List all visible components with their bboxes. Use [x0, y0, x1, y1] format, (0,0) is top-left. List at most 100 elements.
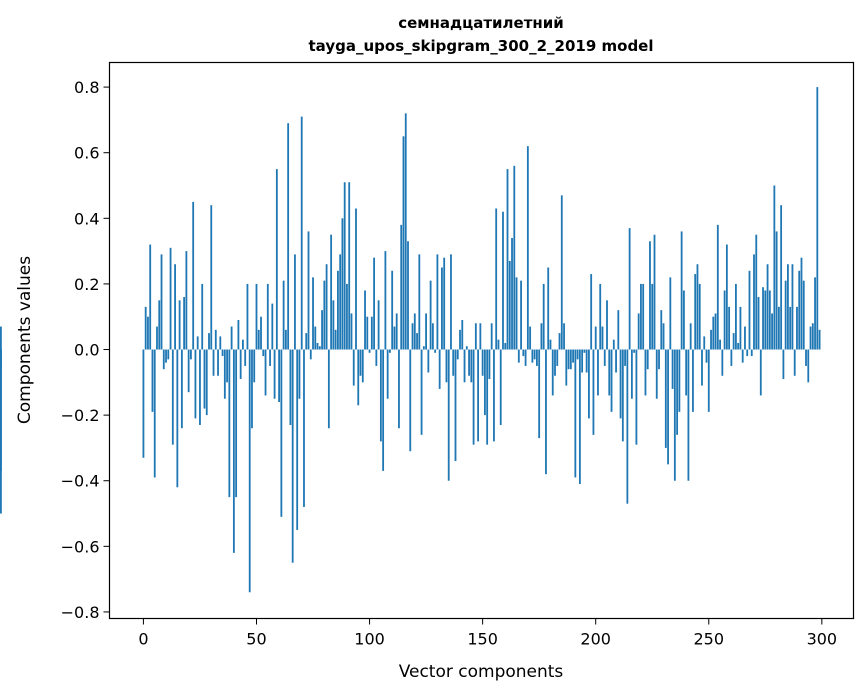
- bar: [266, 283, 269, 350]
- bar: [235, 349, 238, 498]
- bar: [289, 349, 292, 425]
- bar: [221, 349, 224, 357]
- bar: [615, 349, 617, 373]
- bar: [533, 349, 536, 360]
- bar: [196, 336, 199, 350]
- bar: [350, 313, 353, 350]
- bar: [531, 349, 534, 363]
- bar: [474, 323, 477, 350]
- bar: [203, 349, 206, 409]
- bar: [703, 336, 706, 350]
- bar: [599, 283, 602, 350]
- bar: [418, 254, 421, 350]
- bar: [194, 349, 197, 419]
- y-tick-label: −0.6: [61, 537, 100, 556]
- bar: [246, 283, 249, 350]
- bar: [529, 326, 532, 350]
- bar: [506, 169, 509, 350]
- bar: [522, 349, 525, 357]
- bar: [590, 274, 593, 350]
- bar: [603, 349, 606, 366]
- bar: [671, 349, 674, 389]
- bar: [214, 329, 217, 350]
- bar: [187, 349, 190, 393]
- bar: [732, 333, 735, 350]
- x-tick-label: 250: [693, 630, 724, 649]
- bar: [273, 349, 276, 399]
- bar: [667, 349, 669, 465]
- bar: [517, 349, 520, 363]
- bar: [664, 349, 667, 448]
- bar: [411, 323, 414, 350]
- bar: [232, 349, 235, 553]
- bar: [630, 349, 633, 399]
- bar: [730, 349, 733, 366]
- bar: [646, 349, 649, 370]
- bar: [158, 300, 161, 350]
- bar: [748, 270, 751, 350]
- bar: [368, 349, 371, 353]
- bar: [597, 349, 599, 396]
- bar: [239, 349, 242, 380]
- bar: [278, 349, 281, 402]
- bar: [649, 241, 651, 350]
- bar: [0, 326, 2, 350]
- bar: [739, 306, 742, 350]
- bar: [610, 349, 613, 412]
- bar: [633, 349, 636, 353]
- x-tick-label: 300: [807, 630, 838, 649]
- bar: [502, 211, 504, 350]
- bar: [569, 349, 572, 370]
- bar: [208, 333, 210, 350]
- bar: [563, 323, 565, 350]
- bar: [662, 323, 665, 350]
- bar: [280, 349, 283, 517]
- bar: [217, 349, 219, 376]
- bar: [316, 342, 319, 350]
- bar: [223, 349, 226, 399]
- bar: [470, 349, 473, 383]
- bar: [269, 349, 271, 366]
- bar: [275, 169, 278, 350]
- bar: [499, 349, 502, 425]
- bar: [425, 313, 427, 350]
- bar: [554, 349, 556, 376]
- bar: [678, 349, 681, 412]
- x-axis-label: Vector components: [399, 662, 564, 682]
- bar: [393, 326, 396, 350]
- bar: [382, 349, 385, 471]
- bar: [658, 349, 660, 370]
- x-axis-ticks: 0 50 100 150 200 250 300: [138, 618, 838, 649]
- bar: [796, 306, 798, 350]
- bar: [495, 208, 498, 350]
- bar: [791, 264, 794, 350]
- bar: [454, 349, 457, 462]
- y-tick-label: 0.2: [74, 275, 99, 294]
- bar: [441, 267, 443, 350]
- x-tick-label: 150: [467, 630, 498, 649]
- bar: [271, 303, 274, 350]
- bar: [549, 339, 552, 350]
- bar: [816, 87, 819, 350]
- bar: [156, 326, 158, 350]
- bar: [438, 349, 441, 389]
- bar: [780, 205, 783, 350]
- bar: [750, 349, 753, 357]
- bar: [450, 254, 452, 350]
- bar: [737, 342, 740, 350]
- bar: [805, 349, 807, 366]
- bar: [300, 116, 303, 350]
- bar: [375, 349, 378, 366]
- bar: [560, 195, 563, 350]
- bar: [429, 280, 432, 350]
- bar: [431, 323, 434, 350]
- bar: [447, 349, 450, 481]
- bar: [642, 283, 645, 350]
- bar: [676, 349, 679, 435]
- bar: [147, 316, 149, 350]
- bar: [465, 346, 468, 350]
- chart-title-line-1: семнадцатилетний: [398, 14, 564, 32]
- bar: [169, 247, 172, 350]
- bar: [705, 349, 708, 363]
- bar: [669, 277, 672, 350]
